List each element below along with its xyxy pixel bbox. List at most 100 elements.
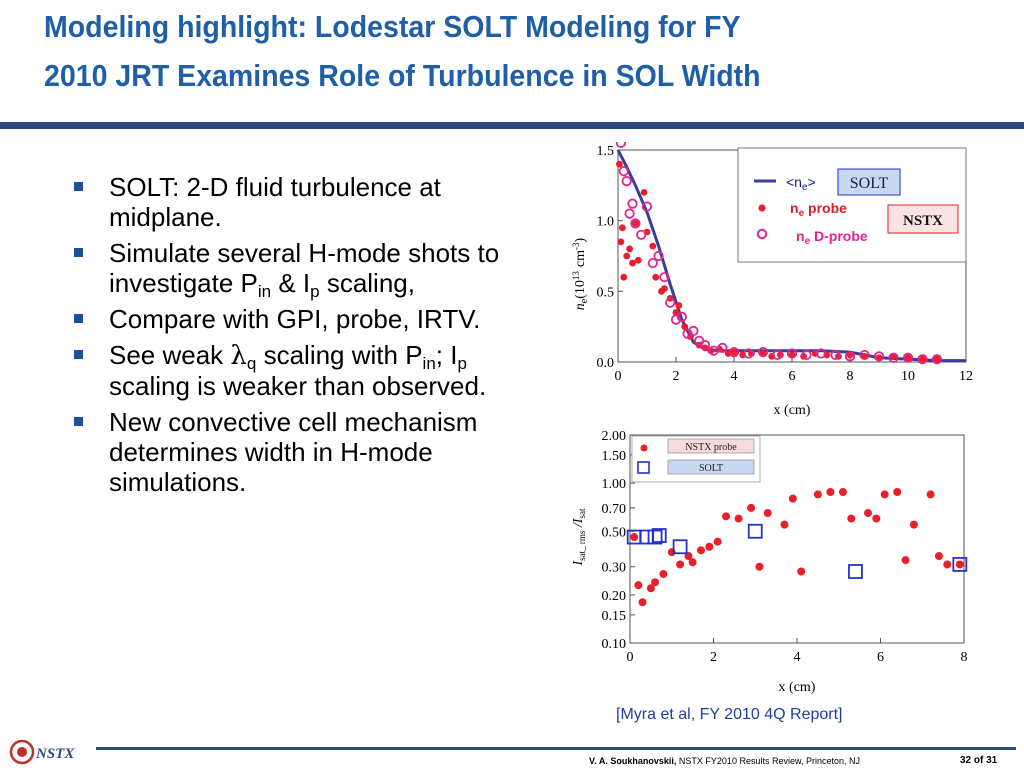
probe-data-point	[893, 488, 902, 497]
probe-data-point	[676, 560, 685, 569]
legend-dprobe-text: ne D-probe	[796, 228, 868, 247]
probe-data-point	[713, 537, 722, 546]
bullet-text-mid: & I	[271, 268, 311, 298]
probe-data-point	[926, 490, 935, 499]
footer-event: NSTX FY2010 Results Review, Princeton, N…	[676, 756, 860, 766]
x-tick-label: 8	[961, 650, 968, 665]
bullet-item: Simulate several H-mode shots to investi…	[72, 238, 502, 301]
dprobe-data-point	[618, 166, 629, 177]
y-tick-label: 0.15	[602, 609, 627, 624]
footer-author: V. A. Soukhanovskii,	[589, 756, 677, 766]
legend-probe-n: n	[790, 200, 799, 216]
dprobe-data-point	[743, 348, 754, 359]
y-label-exp: 13	[571, 271, 581, 281]
probe-data-point	[872, 514, 881, 523]
dprobe-data-point	[772, 349, 783, 361]
probe-data-point	[826, 488, 835, 497]
dprobe-data-point	[844, 351, 856, 362]
y-tick-label: 0.30	[602, 561, 627, 576]
bullet-text-post: scaling is weaker than observed.	[109, 371, 487, 401]
y-tick-label: 0.70	[602, 502, 627, 517]
legend-solt-sub: e	[802, 182, 808, 193]
legend-dprobe-sub: e	[805, 236, 811, 247]
dprobe-data-point	[728, 347, 740, 358]
bullet-list: SOLT: 2-D fluid turbulence at midplane. …	[72, 172, 502, 503]
dprobe-data-point	[708, 345, 719, 356]
lambda-symbol: λ	[230, 341, 247, 371]
legend-marker-dprobe	[756, 228, 768, 240]
probe-data-point	[634, 256, 642, 264]
probe-data-point	[847, 514, 856, 523]
dprobe-data-point	[688, 325, 699, 337]
bullet-item: Compare with GPI, probe, IRTV.	[72, 304, 502, 334]
nstx-label-box	[887, 204, 959, 234]
legend-probe-sub: e	[799, 208, 805, 219]
bullet-text-mid2: ; I	[435, 340, 458, 370]
square-bullet-icon	[74, 350, 83, 359]
square-bullet-icon	[74, 248, 83, 257]
y-tick-label: 1.50	[602, 449, 627, 464]
footer-credit: V. A. Soukhanovskii, NSTX FY2010 Results…	[0, 756, 860, 766]
title-divider	[0, 122, 1024, 129]
y-tick-label: 0.10	[602, 637, 627, 652]
page-number: 32 of 31	[960, 755, 998, 766]
x-tick-label: 0	[627, 650, 634, 665]
legend-solt-label: SOLT	[699, 463, 723, 474]
y-tick-label: 1.00	[602, 477, 627, 492]
probe-data-point	[780, 520, 789, 529]
legend-probe-rest: probe	[804, 200, 847, 216]
y-axis-label: Isat_ rms /Isat	[571, 508, 587, 566]
y-label-sub: e	[579, 298, 590, 303]
probe-data-point	[620, 273, 628, 281]
y-label-close: )	[573, 237, 588, 242]
bullet-text: Compare with GPI, probe, IRTV.	[109, 304, 481, 334]
probe-data-point	[863, 509, 872, 518]
legend-marker-solt	[637, 461, 650, 474]
solt-label: SOLT	[850, 175, 889, 192]
dprobe-data-point	[682, 328, 693, 339]
x-tick-label: 8	[847, 369, 854, 384]
dprobe-data-point	[902, 352, 914, 363]
x-axis-label: x (cm)	[774, 403, 811, 418]
probe-data-point	[640, 189, 648, 196]
probe-data-point	[755, 562, 764, 571]
slide-title: Modeling highlight: Lodestar SOLT Modeli…	[44, 2, 927, 100]
probe-data-point	[696, 546, 705, 555]
dprobe-data-point	[624, 208, 635, 219]
probe-data-point	[730, 348, 738, 356]
probe-data-point	[734, 514, 743, 523]
y-tick-label: 2.00	[602, 429, 627, 444]
x-axis-label: x (cm)	[779, 680, 816, 695]
dprobe-data-point	[636, 229, 647, 240]
y-tick-label: 0.5	[597, 285, 615, 300]
dprobe-data-point	[665, 297, 676, 308]
legend-dprobe-n: n	[796, 228, 805, 244]
dprobe-data-point	[670, 314, 682, 325]
legend-marker-probe	[758, 204, 766, 212]
dprobe-data-point	[653, 250, 664, 262]
bullet-subscript: q	[246, 354, 257, 373]
probe-data-point	[688, 558, 697, 567]
x-tick-label: 10	[901, 369, 915, 384]
probe-data-point	[919, 355, 926, 363]
solt-data-point	[672, 539, 688, 555]
y-tick-label: 0.0	[597, 356, 615, 371]
x-tick-label: 4	[731, 369, 738, 384]
probe-data-point	[661, 285, 668, 292]
probe-data-point	[616, 160, 623, 168]
dprobe-data-point	[641, 201, 653, 212]
legend-solt-sym: <n	[786, 174, 802, 190]
dprobe-data-point	[627, 198, 638, 209]
legend: NSTX probe SOLT	[631, 435, 761, 483]
solt-label-box	[837, 168, 901, 196]
bullet-subscript: in	[257, 282, 272, 301]
x-tick-label: 6	[877, 650, 884, 665]
probe-data-point	[943, 560, 952, 569]
x-tick-label: 0	[615, 369, 622, 384]
probe-data-point	[747, 503, 756, 512]
nstx-label: NSTX	[903, 213, 943, 229]
legend-solt-text: <ne>	[786, 174, 816, 193]
probe-data-point	[788, 494, 797, 503]
probe-data-point	[880, 490, 889, 499]
slide-title-line-2: 2010 JRT Examines Role of Turbulence in …	[44, 58, 761, 93]
